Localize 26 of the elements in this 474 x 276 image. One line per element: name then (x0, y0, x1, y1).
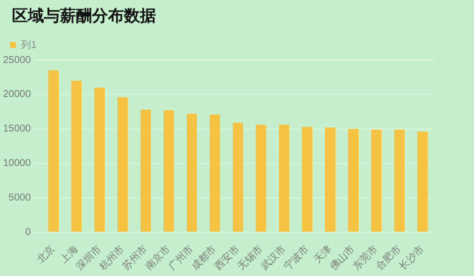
bar (324, 128, 336, 232)
y-tick-label: 20000 (2, 89, 32, 100)
bar (140, 110, 151, 232)
bar (186, 114, 197, 232)
x-tick-label: 北京 (34, 243, 58, 266)
bar (394, 130, 405, 232)
bar (278, 124, 290, 232)
y-tick-label: 15000 (2, 124, 32, 135)
bar (71, 80, 82, 232)
y-tick-label: 25000 (2, 54, 32, 66)
bar (256, 124, 266, 232)
bar (348, 128, 358, 232)
bar (48, 70, 59, 232)
y-tick-label: 0 (25, 227, 32, 238)
bar (164, 110, 174, 232)
bar (232, 122, 244, 232)
bar (417, 132, 428, 232)
y-tick-label: 10000 (2, 158, 32, 170)
bar (210, 114, 220, 232)
bar (117, 97, 128, 232)
bar (94, 88, 105, 232)
chart-title: 区域与薪酬分布数据 (12, 6, 156, 27)
bar (371, 130, 382, 232)
legend-label: 列1 (21, 40, 37, 51)
y-tick-label: 5000 (8, 192, 32, 204)
bar (302, 126, 312, 232)
